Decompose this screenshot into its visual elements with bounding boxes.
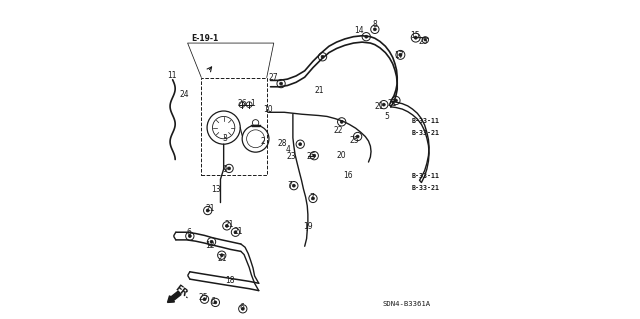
Text: 9: 9 (223, 165, 228, 174)
Text: E-19-1: E-19-1 (191, 34, 218, 43)
Text: 14: 14 (355, 26, 364, 34)
Text: 19: 19 (303, 222, 313, 231)
Circle shape (321, 55, 324, 58)
Text: 27: 27 (268, 73, 278, 82)
Circle shape (373, 28, 376, 31)
Text: 21: 21 (224, 220, 234, 229)
Text: 25: 25 (198, 293, 208, 302)
Text: 11: 11 (168, 71, 177, 80)
Text: B-33-21: B-33-21 (412, 185, 440, 191)
Text: 22: 22 (333, 126, 343, 135)
Text: 21: 21 (388, 99, 397, 108)
Text: 6: 6 (186, 228, 191, 237)
Text: 13: 13 (211, 185, 221, 194)
Circle shape (365, 35, 368, 38)
Text: 25: 25 (349, 136, 359, 145)
Circle shape (220, 254, 223, 257)
Text: 10: 10 (263, 105, 273, 114)
Circle shape (394, 99, 397, 102)
Text: 28: 28 (278, 139, 287, 148)
Circle shape (241, 307, 244, 310)
Circle shape (382, 103, 385, 106)
Circle shape (399, 53, 402, 56)
Text: 18: 18 (225, 276, 234, 285)
Text: B-33-11: B-33-11 (412, 173, 440, 179)
Circle shape (234, 231, 237, 234)
Circle shape (228, 167, 230, 170)
Text: 15: 15 (410, 31, 420, 40)
Circle shape (188, 234, 191, 238)
FancyArrow shape (168, 291, 181, 302)
Text: 12: 12 (205, 241, 214, 250)
Text: 25: 25 (307, 152, 316, 161)
Circle shape (214, 301, 217, 304)
Text: 8: 8 (372, 20, 378, 29)
Bar (202, 78, 267, 175)
Text: 21: 21 (218, 254, 227, 263)
Text: 6: 6 (211, 297, 216, 306)
Text: 6: 6 (239, 303, 244, 312)
Circle shape (312, 197, 314, 200)
Circle shape (292, 184, 295, 187)
Circle shape (203, 298, 206, 301)
Circle shape (225, 224, 228, 227)
Text: B-33-21: B-33-21 (412, 130, 440, 136)
Text: 24: 24 (179, 90, 189, 99)
Circle shape (313, 154, 316, 157)
Text: 21: 21 (314, 86, 324, 95)
Text: 4: 4 (285, 145, 291, 154)
Circle shape (210, 240, 213, 243)
Circle shape (356, 135, 359, 138)
Text: 23: 23 (287, 152, 296, 161)
Text: 20: 20 (337, 151, 346, 160)
Circle shape (424, 39, 426, 41)
Text: 17: 17 (394, 51, 404, 60)
Text: FR.: FR. (173, 283, 191, 300)
Circle shape (206, 209, 209, 212)
Circle shape (280, 82, 282, 85)
Text: 7: 7 (287, 181, 292, 189)
Text: 7: 7 (310, 193, 315, 202)
Text: B-33-11: B-33-11 (412, 118, 440, 124)
Text: 21: 21 (233, 226, 243, 235)
Circle shape (340, 120, 343, 123)
Text: 26: 26 (237, 99, 247, 108)
Text: 21: 21 (205, 204, 214, 213)
Text: 25: 25 (419, 37, 428, 46)
Text: SDN4-B3361A: SDN4-B3361A (382, 301, 430, 307)
Circle shape (414, 36, 417, 39)
Text: 5: 5 (385, 112, 389, 121)
Text: 3: 3 (223, 134, 228, 143)
Text: 1: 1 (250, 99, 255, 108)
Circle shape (299, 143, 301, 146)
Text: 2: 2 (260, 137, 265, 146)
Text: 16: 16 (343, 171, 353, 180)
Text: 21: 21 (375, 102, 385, 111)
